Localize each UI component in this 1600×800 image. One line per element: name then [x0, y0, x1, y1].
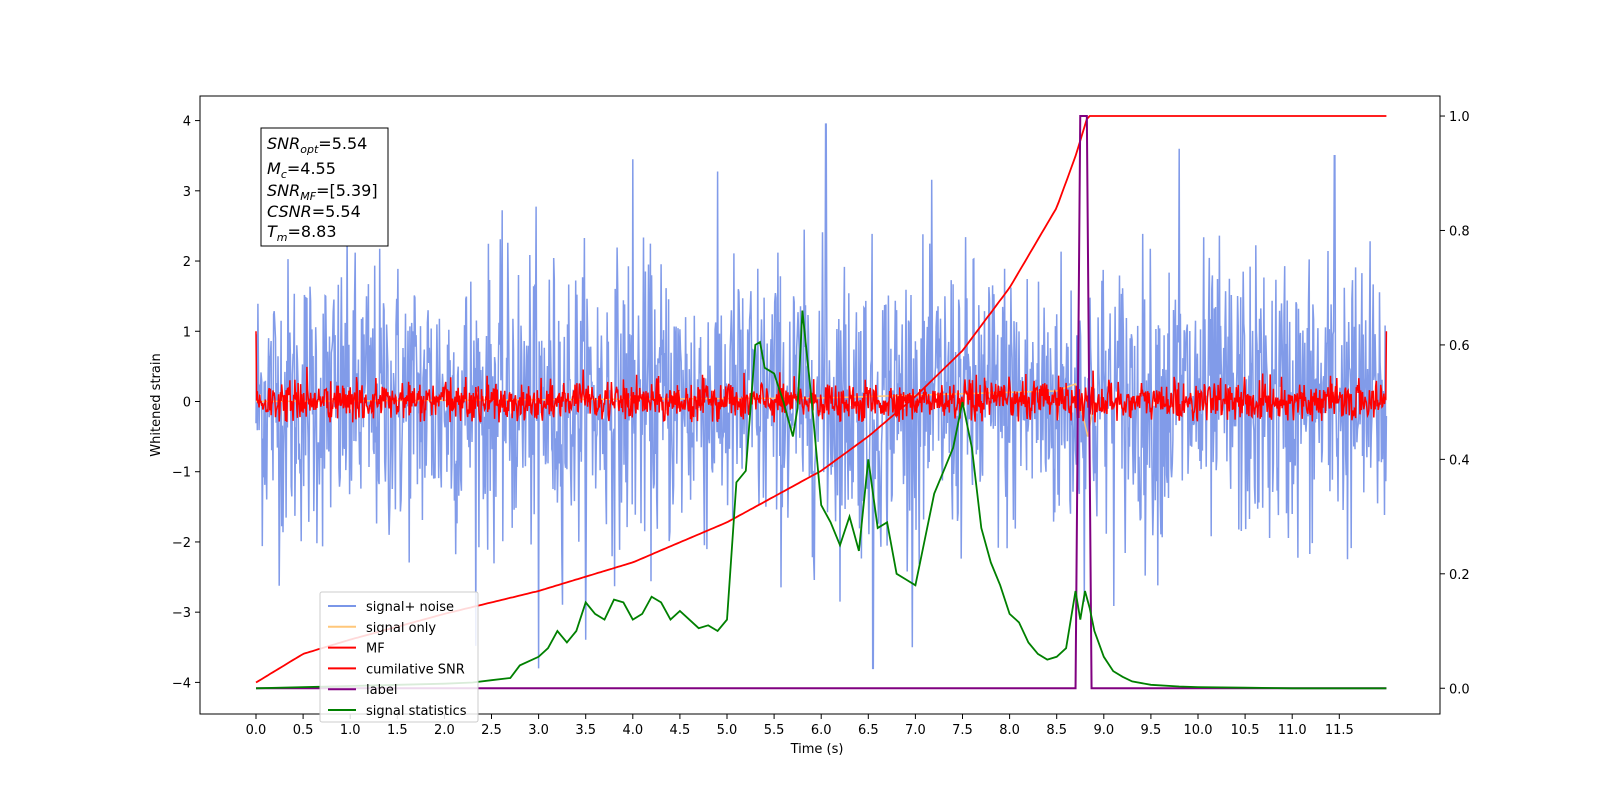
x-tick-label: 0.5: [293, 723, 314, 738]
x-tick-label: 9.0: [1093, 723, 1114, 738]
y-left-tick-label: −4: [172, 676, 191, 691]
y-right-tick-label: 0.8: [1449, 224, 1470, 239]
y-left-tick-label: 2: [183, 255, 191, 270]
annotation-tm: Tm=8.83: [267, 222, 337, 244]
y-left-tick-label: 0: [183, 395, 191, 410]
annotation-snr-opt: SNRopt=5.54: [267, 134, 367, 156]
series-mf-line: [255, 331, 1388, 423]
x-axis-label: Time (s): [790, 742, 844, 757]
x-tick-label: 7.0: [905, 723, 926, 738]
y-right-tick-label: 1.0: [1449, 110, 1470, 125]
legend-label: cumilative SNR: [366, 662, 465, 677]
y-axis-right-ticks: 1.0 0.8 0.6 0.4 0.2 0.0: [1440, 110, 1470, 697]
x-tick-label: 6.5: [858, 723, 879, 738]
y-left-tick-label: 1: [183, 325, 191, 340]
x-tick-label: 8.5: [1046, 723, 1067, 738]
x-tick-label: 5.0: [717, 723, 738, 738]
legend-label: signal+ noise: [366, 600, 454, 615]
x-axis-ticks: 0.0 0.5 1.0 1.5 2.0 2.5 3.0 3.5 4.0 4.5 5.0 5.5 6.0 6…: [246, 714, 1354, 738]
y-right-tick-label: 0.4: [1449, 453, 1470, 468]
legend: signal+ noise signal only MF cumilative SNR…: [319, 591, 479, 723]
x-tick-label: 1.5: [387, 723, 408, 738]
x-tick-label: 0.0: [246, 723, 267, 738]
x-tick-label: 6.0: [811, 723, 832, 738]
annotation-csnr: CSNR=5.54: [267, 202, 361, 221]
x-tick-label: 2.5: [481, 723, 502, 738]
y-left-tick-label: 4: [183, 115, 191, 130]
annotation-box: SNRopt=5.54 Mc=4.55 SNRMF=[5.39] CSNR=5.…: [260, 127, 389, 247]
y-left-tick-label: −3: [172, 606, 191, 621]
legend-label: signal only: [366, 621, 436, 636]
series-signal-statistics-line: [255, 310, 1387, 690]
y-right-tick-label: 0.2: [1449, 568, 1470, 583]
y-right-tick-label: 0.6: [1449, 339, 1470, 354]
annotation-snr-mf: SNRMF=[5.39]: [267, 181, 378, 203]
x-tick-label: 7.5: [952, 723, 973, 738]
legend-label: label: [366, 683, 397, 698]
x-tick-label: 5.5: [764, 723, 785, 738]
series-label-line: [256, 115, 1387, 690]
y-axis-label: Whitened strain: [149, 353, 164, 456]
x-tick-label: 2.0: [434, 723, 455, 738]
legend-label: MF: [366, 642, 385, 657]
x-tick-label: 4.0: [622, 723, 643, 738]
x-tick-label: 11.5: [1325, 723, 1354, 738]
y-left-tick-label: 3: [183, 185, 191, 200]
y-axis-left-ticks: 4 3 2 1 0 −1 −2 −3 −4: [172, 115, 200, 691]
x-tick-label: 1.0: [340, 723, 361, 738]
x-tick-label: 8.0: [999, 723, 1020, 738]
x-tick-label: 10.5: [1231, 723, 1260, 738]
plot-frame: [199, 95, 1441, 715]
legend-label: signal statistics: [366, 704, 467, 719]
y-right-tick-label: 0.0: [1449, 682, 1470, 697]
x-tick-label: 3.5: [575, 723, 596, 738]
y-left-tick-label: −1: [172, 466, 191, 481]
annotation-mc: Mc=4.55: [267, 159, 336, 181]
x-tick-label: 3.0: [528, 723, 549, 738]
x-tick-label: 11.0: [1278, 723, 1307, 738]
x-tick-label: 4.5: [670, 723, 691, 738]
x-tick-label: 10.0: [1184, 723, 1213, 738]
x-tick-label: 9.5: [1141, 723, 1162, 738]
y-left-tick-label: −2: [172, 536, 191, 551]
